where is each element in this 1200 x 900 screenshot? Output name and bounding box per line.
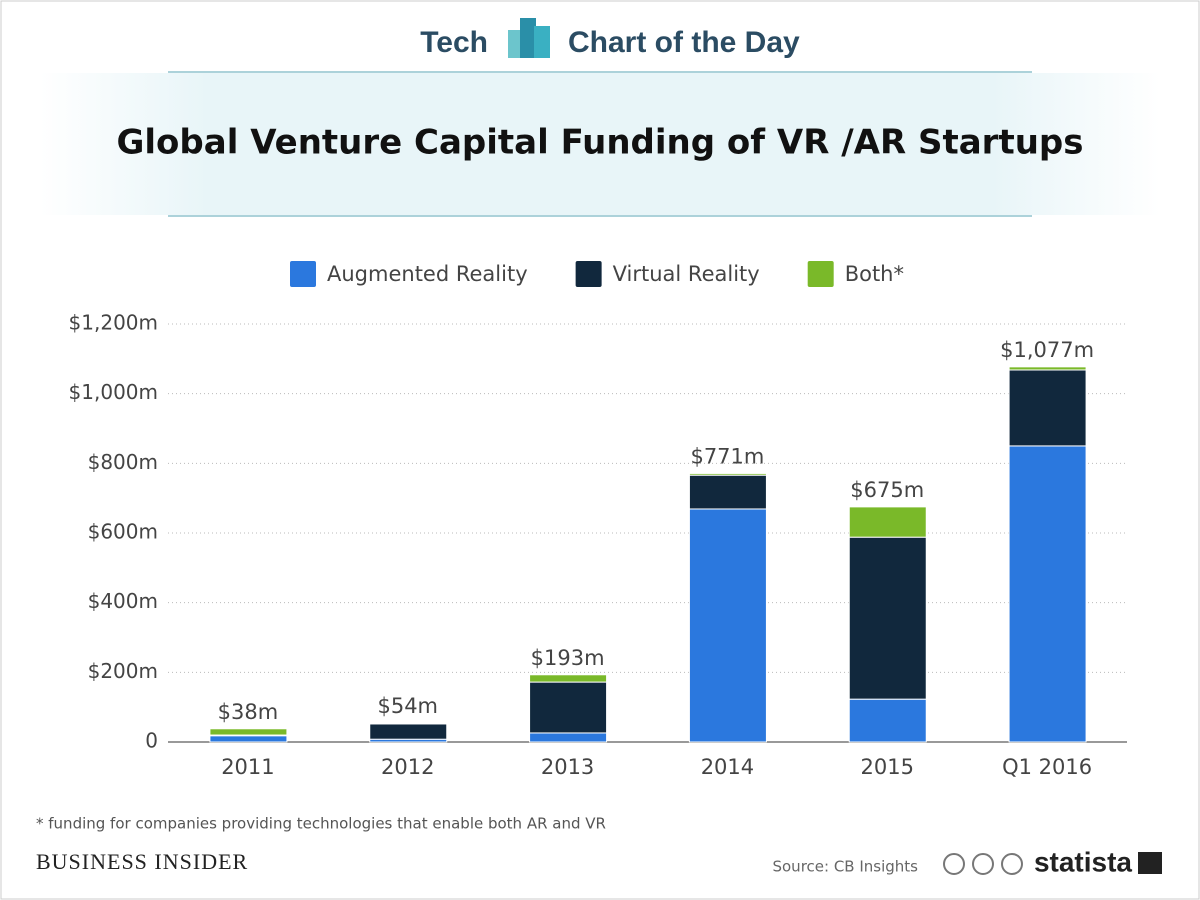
chart-title: Global Venture Capital Funding of VR /AR… (117, 123, 1084, 163)
bar-segment (369, 722, 448, 725)
bar-segment (209, 728, 288, 736)
y-tick-label: $1,000m (69, 380, 158, 404)
provider-logo (1138, 852, 1162, 874)
legend-label: Virtual Reality (613, 262, 760, 286)
header-right: Chart of the Day (568, 26, 800, 59)
bar-segment (1008, 445, 1087, 743)
total-label: $54m (377, 694, 438, 718)
bar-segment (1008, 366, 1087, 371)
bar-segment (688, 472, 767, 476)
bar-segment (529, 732, 608, 743)
y-tick-label: $800m (88, 450, 158, 474)
total-label: $771m (690, 444, 764, 468)
legend-swatch (807, 261, 834, 287)
bar-segment (1008, 369, 1087, 447)
bar-segment (688, 508, 767, 743)
bar-segment (529, 674, 608, 683)
bar-segment (688, 474, 767, 510)
total-label: $193m (531, 646, 605, 670)
x-tick-label: 2013 (541, 755, 594, 779)
x-tick-label: 2011 (221, 755, 274, 779)
x-tick-label: Q1 2016 (1002, 755, 1092, 779)
y-tick-label: $1,200m (69, 311, 158, 335)
footnote: * funding for companies providing techno… (36, 815, 606, 833)
total-label: $1,077m (1000, 338, 1094, 362)
x-tick-label: 2015 (861, 755, 914, 779)
bar-segment (529, 681, 608, 734)
y-tick-label: 0 (145, 729, 158, 753)
bar-segment (209, 735, 288, 743)
y-tick-label: $600m (88, 520, 158, 544)
logo (508, 18, 550, 58)
header-left: Tech (420, 26, 488, 59)
y-tick-label: $200m (88, 659, 158, 683)
license-icons (943, 853, 1023, 875)
legend-label: Both* (845, 262, 904, 286)
provider: statista (1034, 846, 1132, 877)
title-band (40, 73, 1160, 215)
y-tick-label: $400m (88, 589, 158, 613)
total-label: $38m (218, 700, 279, 724)
total-label: $675m (850, 478, 924, 502)
x-tick-label: 2012 (381, 755, 434, 779)
source: Source: CB Insights (772, 858, 918, 876)
bar-segment (848, 536, 927, 700)
x-tick-label: 2014 (701, 755, 754, 779)
legend-swatch (290, 261, 316, 287)
bar-segment (369, 723, 448, 740)
bar-segment (848, 698, 927, 743)
legend-label: Augmented Reality (327, 262, 528, 286)
bar-segment (848, 506, 927, 538)
legend-swatch (575, 261, 602, 287)
brand: BUSINESS INSIDER (36, 849, 248, 874)
